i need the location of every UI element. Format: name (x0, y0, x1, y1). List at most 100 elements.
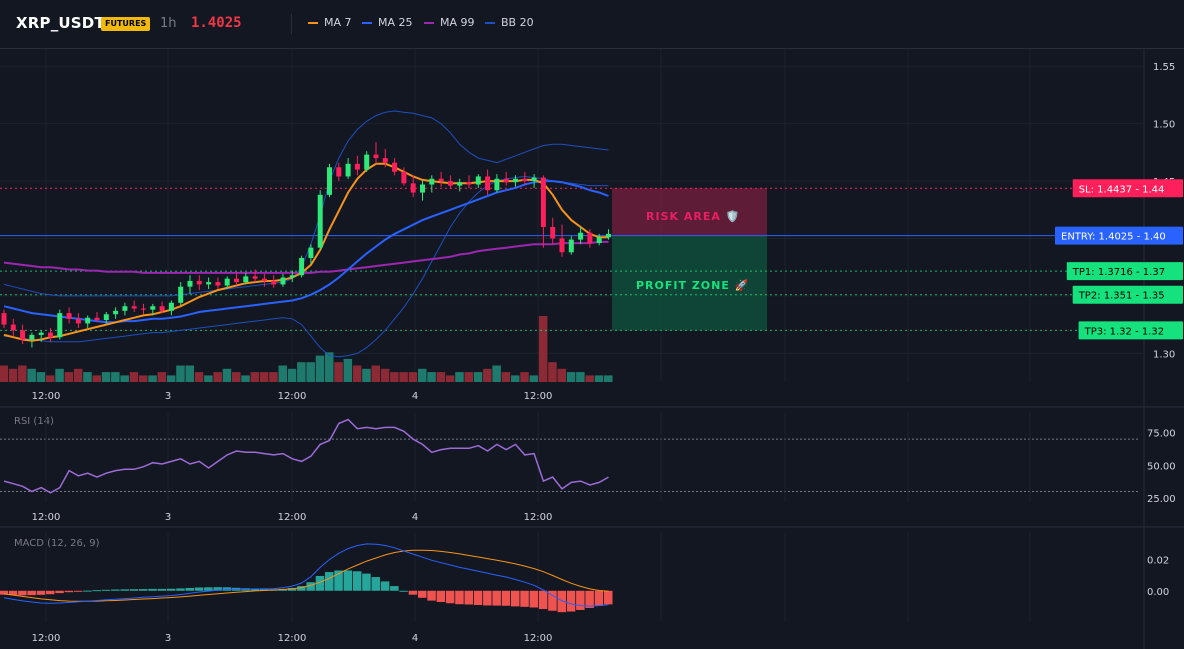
macd-histogram-bar (399, 590, 408, 592)
candle-body (243, 276, 249, 283)
candle-body (568, 239, 574, 253)
candle-body (401, 171, 407, 184)
legend-ma7[interactable]: MA 7 (308, 16, 352, 29)
ma99-swatch (424, 21, 434, 24)
legend-label-ma7: MA 7 (324, 16, 352, 29)
time-tick-label: 12:00 (32, 391, 61, 402)
macd-time-label: 4 (412, 633, 418, 644)
macd-histogram-bar (501, 590, 511, 606)
header-divider (291, 14, 292, 34)
candle-body (29, 334, 35, 340)
volume-bar (18, 365, 27, 382)
volume-bar (315, 355, 325, 382)
candle-body (280, 277, 286, 285)
candle-body (410, 183, 416, 193)
macd-histogram-bar (548, 590, 557, 611)
candle-body (196, 280, 202, 285)
candle-body (252, 276, 258, 279)
candle-body (66, 313, 72, 319)
bb-upper-line (3, 110, 609, 297)
volume-bar (8, 368, 18, 382)
macd-histogram-bar (445, 590, 455, 604)
macd-histogram-bar (92, 590, 101, 592)
volume-bar (27, 368, 36, 382)
candle-body (503, 178, 509, 183)
ma25-swatch (362, 21, 372, 24)
legend-label-ma25: MA 25 (378, 16, 413, 29)
price-tick-label: 1.55 (1153, 62, 1175, 73)
ma7-swatch (308, 21, 318, 24)
volume-bar (473, 372, 483, 382)
macd-histogram-bar (111, 589, 120, 591)
volume-bar (538, 316, 548, 382)
macd-histogram-bar (101, 589, 111, 591)
macd-histogram-bar (576, 590, 585, 610)
rsi-time-label: 4 (412, 512, 418, 523)
rsi-line (3, 418, 609, 494)
rsi-title: RSI (14) (14, 416, 54, 427)
candle-body (336, 167, 342, 177)
macd-histogram-bar (259, 589, 269, 591)
macd-histogram-bar (529, 590, 539, 608)
macd-histogram-bar (27, 590, 36, 596)
risk-area-label: RISK AREA 🛡️ (646, 210, 740, 223)
candle-body (206, 282, 212, 285)
volume-bar (232, 372, 241, 382)
sl-tag-label: SL: 1.4437 - 1.44 (1079, 184, 1165, 195)
futures-badge: FUTURES (101, 17, 151, 31)
main-time-axis: 12:00 3 12:00 4 12:00 (32, 391, 553, 402)
macd-histogram-bar (46, 590, 55, 595)
macd-time-label: 12:00 (278, 633, 307, 644)
candle-body (364, 154, 370, 170)
macd-time-label: 3 (165, 633, 171, 644)
volume-bar (139, 375, 148, 382)
last-price: 1.4025 (191, 15, 242, 31)
entry-tag (1055, 226, 1183, 245)
main-pane[interactable] (0, 49, 1144, 382)
volume-bar (185, 365, 194, 382)
candle-body (131, 306, 137, 309)
volume-bar (436, 372, 446, 382)
volume-bar (166, 375, 176, 382)
rsi-time-label: 3 (165, 512, 171, 523)
candle-body (466, 182, 472, 185)
volume-bar (483, 368, 492, 382)
time-tick-label: 12:00 (278, 391, 307, 402)
candle-body (494, 178, 500, 191)
macd-histogram-bar (343, 570, 353, 591)
volume-bar (352, 365, 362, 382)
volume-bar (73, 368, 83, 382)
volume-bar (120, 375, 129, 382)
candle-body (113, 310, 119, 315)
macd-histogram-bar (250, 588, 260, 591)
rsi-tick-label: 50.00 (1147, 461, 1176, 472)
rsi-pane: 75.00 50.00 25.00 12:00 3 12:00 4 12:00 (0, 413, 1176, 523)
time-tick-label: 4 (412, 391, 418, 402)
candle-body (317, 194, 323, 248)
volume-bar (148, 375, 157, 382)
candle-body (485, 176, 491, 191)
candle-body (122, 306, 128, 311)
candle-body (10, 324, 16, 331)
timeframe-selector[interactable]: 1h (160, 16, 177, 31)
macd-histogram-bar (325, 572, 334, 591)
macd-histogram-bar (538, 590, 548, 610)
volume-bar (325, 352, 334, 382)
volume-bar (64, 372, 74, 382)
symbol-name[interactable]: XRP_USDT (16, 14, 105, 32)
legend-ma99[interactable]: MA 99 (424, 16, 475, 29)
candle-body (1, 313, 7, 325)
volume-bar (297, 362, 306, 382)
volume-bar (408, 372, 418, 382)
rsi-tick-label: 25.00 (1147, 494, 1176, 505)
tp3-tag-label: TP3: 1.32 - 1.32 (1084, 326, 1165, 337)
profit-zone-label: PROFIT ZONE 🚀 (636, 279, 749, 292)
macd-histogram-bar (157, 588, 167, 591)
legend-bb20[interactable]: BB 20 (485, 16, 534, 29)
volume-bar (36, 372, 46, 382)
legend-ma25[interactable]: MA 25 (362, 16, 413, 29)
macd-histogram-bar (585, 590, 594, 608)
macd-histogram-bar (604, 590, 613, 605)
macd-time-label: 12:00 (32, 633, 61, 644)
